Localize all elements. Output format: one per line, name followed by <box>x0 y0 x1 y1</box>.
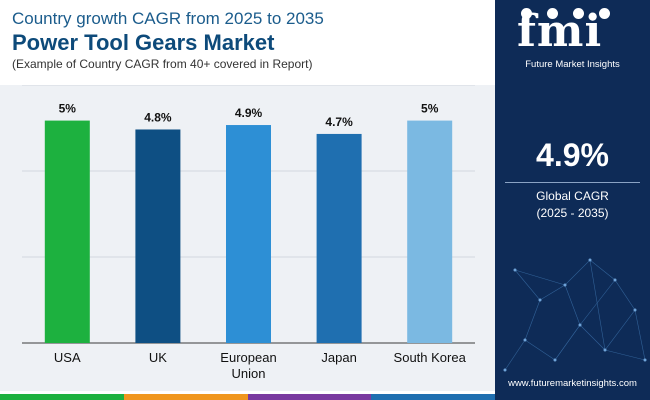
global-cagr-years: (2025 - 2035) <box>536 206 609 220</box>
data-label: 4.8% <box>144 110 172 124</box>
chart-supertitle: Country growth CAGR from 2025 to 2035 <box>12 9 324 28</box>
chart-title: Power Tool Gears Market <box>12 30 275 55</box>
chart-header: Country growth CAGR from 2025 to 2035 Po… <box>0 0 495 85</box>
data-label: 5% <box>421 102 439 116</box>
website-url: www.futuremarketinsights.com <box>508 378 637 389</box>
chart-subtitle: (Example of Country CAGR from 40+ covere… <box>12 57 313 71</box>
bar <box>407 120 453 343</box>
bar <box>135 129 181 343</box>
logo-wordmark: fmi <box>517 6 603 57</box>
sidebar-panel: fmi Future Market Insights 4.9% Global C… <box>495 0 650 400</box>
data-label: 4.7% <box>325 115 353 129</box>
bar <box>316 133 362 343</box>
bottom-strip-segment <box>247 394 372 400</box>
x-tick-label: USA <box>54 350 81 365</box>
logo-dots-icon <box>521 8 631 22</box>
x-tick-label: UK <box>149 350 167 365</box>
bottom-strip-segment <box>123 394 248 400</box>
bar <box>44 120 90 343</box>
global-cagr-value: 4.9% <box>536 137 609 173</box>
network-decoration-icon <box>503 258 647 372</box>
bottom-strip-segment <box>371 394 495 400</box>
bar <box>226 125 271 343</box>
bottom-color-strip <box>0 394 495 400</box>
bottom-strip-segment <box>0 394 124 400</box>
divider <box>505 182 640 183</box>
data-label: 5% <box>59 102 77 116</box>
global-cagr-label: Global CAGR <box>536 189 609 203</box>
data-label: 4.9% <box>235 106 263 120</box>
x-tick-label: Japan <box>321 350 356 365</box>
logo-subtitle: Future Market Insights <box>525 59 620 70</box>
x-tick-label: South Korea <box>394 350 467 365</box>
x-tick-label: European <box>220 350 276 365</box>
fmi-logo: fmi Future Market Insights <box>495 0 650 80</box>
x-tick-label: Union <box>232 366 266 381</box>
